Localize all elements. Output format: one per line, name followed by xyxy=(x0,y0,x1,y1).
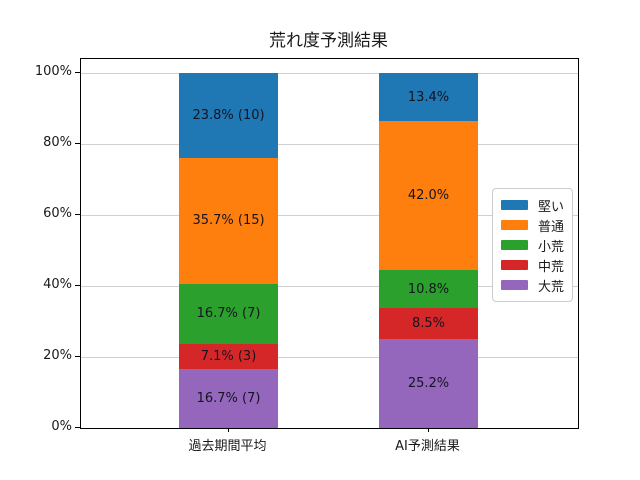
bar-segment-小荒: 10.8% xyxy=(379,270,478,309)
y-tick-label-20%: 20% xyxy=(43,348,72,363)
bar-segment-label: 7.1% (3) xyxy=(200,348,257,364)
legend-label: 堅い xyxy=(538,199,565,215)
legend-label: 小荒 xyxy=(538,239,565,255)
bar-segment-label: 25.2% xyxy=(407,375,450,391)
legend-swatch-icon xyxy=(501,260,528,270)
legend-item-堅い: 堅い xyxy=(501,195,564,215)
bar-segment-label: 42.0% xyxy=(407,188,450,203)
legend-swatch-icon xyxy=(501,280,528,290)
gridline-100 xyxy=(81,73,578,74)
bar-segment-label: 16.7% (7) xyxy=(196,390,261,406)
bar-segment-中荒: 7.1% (3) xyxy=(179,343,278,369)
stacked-bar-1: 23.8% (10) 35.7% (15) 16.7% (7) 7.1% (3) 16.… xyxy=(179,73,278,428)
legend-swatch-icon xyxy=(501,220,528,230)
y-tick-mark xyxy=(75,356,80,357)
y-tick-label-60%: 60% xyxy=(43,206,72,221)
legend-item-大荒: 大荒 xyxy=(501,275,564,295)
bar-segment-label: 16.7% (7) xyxy=(196,306,261,322)
legend: 堅い普通小荒中荒大荒 xyxy=(492,188,574,302)
y-tick-label-40%: 40% xyxy=(43,277,72,292)
y-tick-mark xyxy=(75,214,80,215)
x-tick-mark xyxy=(427,428,429,432)
gridline-80 xyxy=(81,144,578,145)
y-tick-mark xyxy=(75,285,80,286)
legend-label: 中荒 xyxy=(538,259,565,275)
bar-segment-label: 35.7% (15) xyxy=(192,213,265,229)
y-tick-mark xyxy=(75,143,80,144)
legend-swatch-icon xyxy=(501,200,528,210)
x-tick-mark xyxy=(227,428,229,432)
bar-segment-普通: 42.0% xyxy=(379,120,478,271)
y-tick-label-80%: 80% xyxy=(43,135,72,150)
bar-segment-中荒: 8.5% xyxy=(379,308,478,339)
bar-segment-label: 23.8% (10) xyxy=(192,107,265,123)
legend-label: 大荒 xyxy=(538,279,565,295)
legend-item-普通: 普通 xyxy=(501,215,564,235)
bar-segment-大荒: 25.2% xyxy=(379,338,478,428)
legend-label: 普通 xyxy=(538,219,565,235)
chart-title: 荒れ度予測結果 xyxy=(269,31,388,51)
bar-segment-大荒: 16.7% (7) xyxy=(179,368,278,428)
bar-segment-堅い: 13.4% xyxy=(379,73,478,121)
bar-segment-普通: 35.7% (15) xyxy=(179,157,278,285)
x-tick-label-過去期間平均: 過去期間平均 xyxy=(188,439,267,454)
y-tick-mark xyxy=(75,72,80,73)
gridline-60 xyxy=(81,215,578,216)
bar-segment-label: 10.8% xyxy=(407,281,450,297)
gridline-40 xyxy=(81,286,578,287)
legend-swatch-icon xyxy=(501,240,528,250)
y-tick-label-0%: 0% xyxy=(51,419,72,434)
y-tick-label-100%: 100% xyxy=(34,64,72,79)
stacked-bar-2: 13.4% 42.0% 10.8% 8.5% 25.2% xyxy=(379,73,478,428)
legend-item-小荒: 小荒 xyxy=(501,235,564,255)
bar-segment-label: 13.4% xyxy=(407,89,450,105)
x-tick-label-AI予測結果: AI予測結果 xyxy=(395,439,460,454)
gridline-20 xyxy=(81,357,578,358)
y-tick-mark xyxy=(75,427,80,428)
bar-segment-label: 8.5% xyxy=(411,315,446,331)
bar-segment-堅い: 23.8% (10) xyxy=(179,73,278,158)
bar-segment-小荒: 16.7% (7) xyxy=(179,284,278,344)
legend-item-中荒: 中荒 xyxy=(501,255,564,275)
